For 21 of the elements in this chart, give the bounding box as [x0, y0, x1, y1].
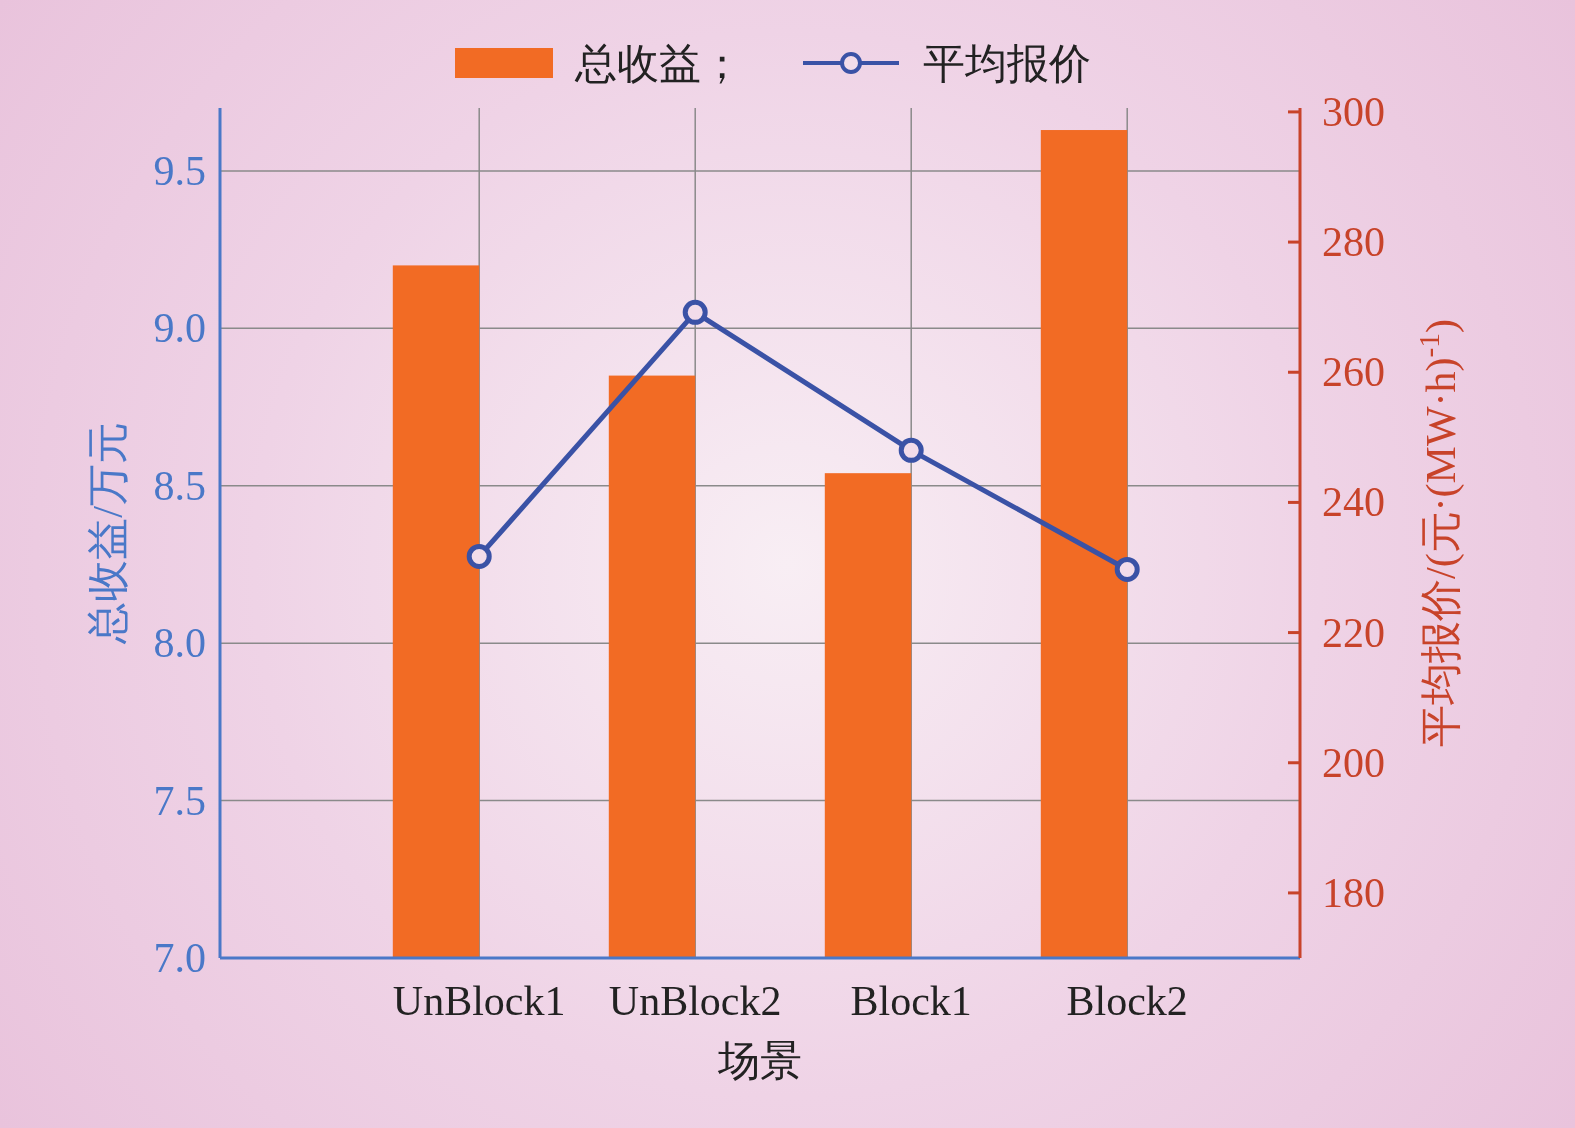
y2-tick-label: 180 — [1322, 869, 1385, 916]
x-tick-label: Block1 — [850, 978, 972, 1024]
y2-tick-label: 240 — [1322, 479, 1385, 526]
y-axis-title: 总收益/万元 — [85, 422, 131, 645]
x-tick-label: UnBlock2 — [608, 978, 782, 1024]
legend-label: 平均报价 — [923, 41, 1091, 87]
legend-label: 总收益； — [574, 41, 743, 87]
y-tick-label: 8.0 — [153, 620, 206, 667]
x-tick-label: Block2 — [1066, 978, 1188, 1024]
y-tick-label: 9.0 — [153, 305, 206, 352]
y2-tick-label: 280 — [1322, 219, 1385, 266]
x-tick-label: UnBlock1 — [392, 978, 566, 1024]
y2-tick-label: 200 — [1322, 739, 1385, 786]
y-tick-label: 9.5 — [153, 147, 206, 194]
y2-tick-label: 260 — [1322, 349, 1385, 396]
y-tick-label: 8.5 — [153, 462, 206, 509]
y-tick-label: 7.5 — [153, 777, 206, 824]
y2-tick-label: 220 — [1322, 609, 1385, 656]
x-axis-title: 场景 — [717, 1038, 802, 1084]
y-tick-label: 7.0 — [153, 935, 206, 981]
y2-tick-label: 300 — [1322, 88, 1385, 135]
